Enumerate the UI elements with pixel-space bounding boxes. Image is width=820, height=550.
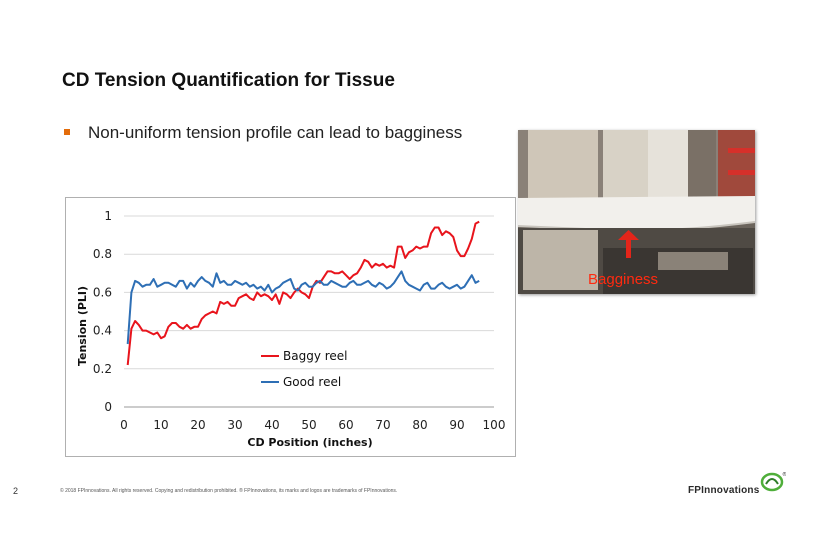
- svg-text:®: ®: [782, 471, 786, 478]
- page-number: 2: [13, 486, 19, 496]
- x-tick-label: 30: [227, 418, 242, 432]
- x-tick-label: 70: [375, 418, 390, 432]
- y-tick-label: 0.4: [93, 324, 112, 338]
- x-tick-label: 50: [301, 418, 316, 432]
- tissue-reel-photo: Bagginess: [518, 130, 755, 294]
- x-tick-label: 60: [338, 418, 353, 432]
- tick-labels: 00.20.40.60.810 10 20 30 40 50 60 70 80 90 100: [93, 209, 506, 432]
- y-tick-label: 0.8: [93, 247, 112, 261]
- y-axis-title: Tension (PLI): [76, 286, 89, 366]
- photo-image: [518, 130, 755, 294]
- x-tick-label: 10: [153, 418, 168, 432]
- x-tick-label: 20: [190, 418, 205, 432]
- y-tick-label: 0: [104, 400, 112, 414]
- y-tick-label: 0.6: [93, 285, 112, 299]
- slide-title: CD Tension Quantification for Tissue: [62, 70, 395, 91]
- y-tick-label: 0.2: [93, 362, 112, 376]
- grid-lines: [124, 215, 494, 408]
- chart-svg: 00.20.40.60.810 10 20 30 40 50 60 70 80 90 100 Ten…: [76, 209, 506, 449]
- photo-caption: Bagginess: [588, 271, 659, 288]
- logo-mark-icon: ®: [760, 471, 786, 492]
- x-tick-label: 90: [449, 418, 464, 432]
- series-line-baggy-reel: [126, 220, 480, 366]
- bullet-marker: [64, 129, 70, 135]
- x-tick-label: 0: [120, 418, 128, 432]
- x-tick-label: 40: [264, 418, 279, 432]
- x-tick-label: 80: [412, 418, 427, 432]
- bullet-text: Non-uniform tension profile can lead to …: [88, 123, 463, 142]
- series-line-good-reel: [126, 270, 480, 345]
- copyright-footer: © 2018 FPInnovations. All rights reserve…: [60, 488, 398, 494]
- y-tick-label: 1: [104, 209, 112, 223]
- series-lines: [126, 220, 480, 366]
- legend-label-baggy-reel: Baggy reel: [283, 349, 348, 363]
- brand-name: FPInnovations: [688, 485, 760, 496]
- x-tick-label: 100: [483, 418, 506, 432]
- fpinnovations-logo: FPInnovations ®: [688, 470, 792, 504]
- x-axis-title: CD Position (inches): [247, 436, 372, 449]
- legend-label-good-reel: Good reel: [283, 375, 341, 389]
- tension-chart: 0 0.2 0.4 0.6 0.8 1 0 10 20 30 40 50 60 70 80 90 100 Ten…: [65, 197, 516, 457]
- chart-legend: Baggy reel Good reel: [261, 349, 348, 389]
